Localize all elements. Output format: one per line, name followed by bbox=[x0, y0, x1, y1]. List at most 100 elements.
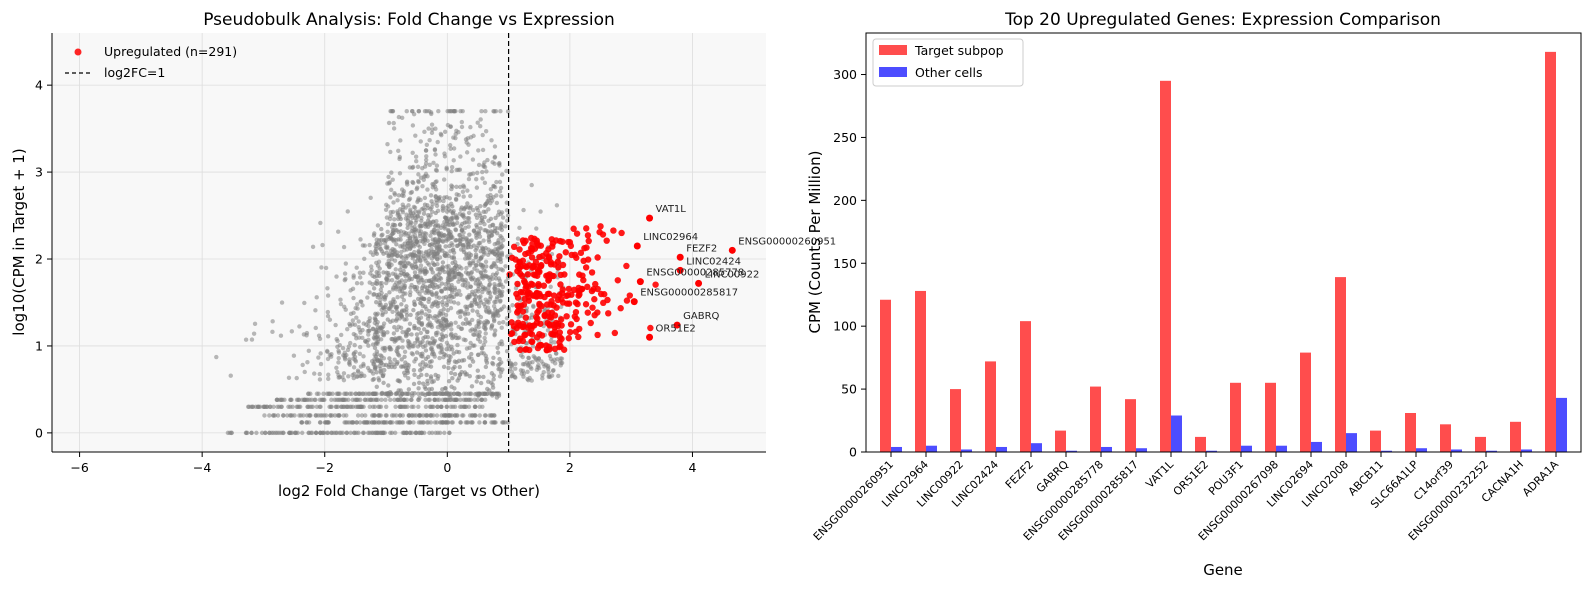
gene-point bbox=[412, 323, 417, 329]
gene-point bbox=[278, 333, 284, 338]
bar-series bbox=[880, 51, 1567, 453]
gene-point bbox=[485, 319, 490, 325]
gene-point bbox=[354, 420, 359, 425]
upregulated-point bbox=[566, 328, 574, 336]
gene-point bbox=[399, 115, 405, 121]
gene-point bbox=[464, 140, 469, 145]
gene-point bbox=[423, 356, 429, 362]
gene-point bbox=[437, 198, 443, 203]
gene-point bbox=[461, 194, 466, 199]
upregulated-point bbox=[528, 254, 536, 261]
gene-point bbox=[401, 297, 407, 303]
gene-point bbox=[379, 397, 384, 403]
gene-point bbox=[428, 266, 434, 271]
gene-point bbox=[483, 364, 489, 370]
gene-point bbox=[481, 238, 486, 243]
legend-target-label: Target subpop bbox=[914, 43, 1004, 58]
gene-point bbox=[320, 397, 325, 403]
gene-point bbox=[423, 284, 428, 290]
gene-point bbox=[494, 395, 500, 400]
gene-point bbox=[355, 413, 361, 418]
gene-point bbox=[416, 391, 421, 396]
gene-point bbox=[390, 252, 395, 258]
gene-point bbox=[477, 280, 483, 285]
gene-point bbox=[408, 190, 413, 196]
gene-point bbox=[457, 167, 463, 172]
gene-point bbox=[272, 413, 278, 418]
gene-point bbox=[379, 237, 384, 243]
gene-point bbox=[257, 404, 263, 409]
gene-point bbox=[477, 404, 482, 409]
gene-point bbox=[466, 224, 471, 229]
gene-point bbox=[423, 392, 428, 398]
gene-point bbox=[374, 322, 379, 327]
gene-point bbox=[440, 299, 445, 305]
gene-point bbox=[416, 252, 421, 257]
gene-point bbox=[367, 328, 372, 333]
gene-point bbox=[457, 404, 463, 409]
gene-point bbox=[550, 368, 556, 374]
gene-point bbox=[558, 304, 564, 310]
upregulated-point bbox=[533, 319, 541, 326]
gene-point bbox=[376, 378, 382, 383]
gene-point bbox=[474, 185, 480, 190]
gene-point bbox=[351, 365, 357, 370]
gene-point bbox=[385, 221, 391, 227]
gene-point bbox=[479, 109, 484, 114]
gene-point bbox=[458, 314, 463, 320]
upregulated-point bbox=[557, 281, 564, 288]
gene-point bbox=[497, 163, 502, 168]
gene-point bbox=[387, 306, 392, 312]
gene-point bbox=[359, 299, 364, 304]
gene-point bbox=[413, 356, 419, 362]
gene-point bbox=[414, 159, 419, 164]
gene-point bbox=[358, 275, 363, 280]
x-tick-label: −4 bbox=[193, 460, 211, 475]
gene-point bbox=[423, 397, 428, 403]
gene-point bbox=[349, 391, 354, 396]
upregulated-point bbox=[527, 244, 535, 252]
gene-point bbox=[367, 397, 373, 403]
gene-point bbox=[381, 380, 386, 386]
gene-point bbox=[481, 246, 486, 251]
gene-point bbox=[448, 267, 454, 272]
gene-point bbox=[393, 305, 398, 310]
upregulated-point bbox=[508, 254, 516, 261]
gene-point bbox=[376, 292, 382, 297]
gene-point bbox=[342, 353, 347, 358]
upregulated-point bbox=[573, 230, 581, 237]
gene-point bbox=[397, 212, 402, 218]
gene-point bbox=[426, 109, 432, 114]
gene-point bbox=[429, 246, 434, 252]
gene-point bbox=[442, 154, 448, 159]
gene-point bbox=[395, 198, 400, 203]
gene-point bbox=[403, 391, 408, 396]
gene-point bbox=[468, 276, 474, 281]
gene-point bbox=[483, 269, 488, 274]
gene-point bbox=[334, 337, 339, 342]
gene-point bbox=[352, 322, 358, 327]
upregulated-point bbox=[557, 271, 565, 279]
gene-point bbox=[403, 291, 408, 296]
gene-point bbox=[389, 336, 394, 342]
gene-point bbox=[395, 253, 400, 258]
gene-point bbox=[451, 135, 456, 140]
gene-point bbox=[336, 355, 341, 361]
gene-point bbox=[425, 329, 430, 334]
gene-point bbox=[426, 213, 431, 218]
gene-point bbox=[480, 219, 485, 224]
bar-other bbox=[1556, 397, 1567, 452]
gene-point bbox=[467, 206, 473, 211]
gene-point bbox=[395, 346, 400, 351]
gene-point bbox=[275, 413, 281, 418]
gene-point bbox=[404, 247, 410, 252]
gene-point bbox=[375, 242, 381, 247]
gene-point bbox=[545, 328, 551, 333]
gene-point bbox=[542, 364, 547, 369]
gene-point bbox=[388, 149, 393, 155]
gene-label: LINC00922 bbox=[705, 269, 760, 280]
gene-point bbox=[398, 237, 403, 242]
gene-point bbox=[416, 326, 422, 332]
bar-other bbox=[1171, 415, 1182, 452]
gene-point bbox=[382, 237, 388, 243]
